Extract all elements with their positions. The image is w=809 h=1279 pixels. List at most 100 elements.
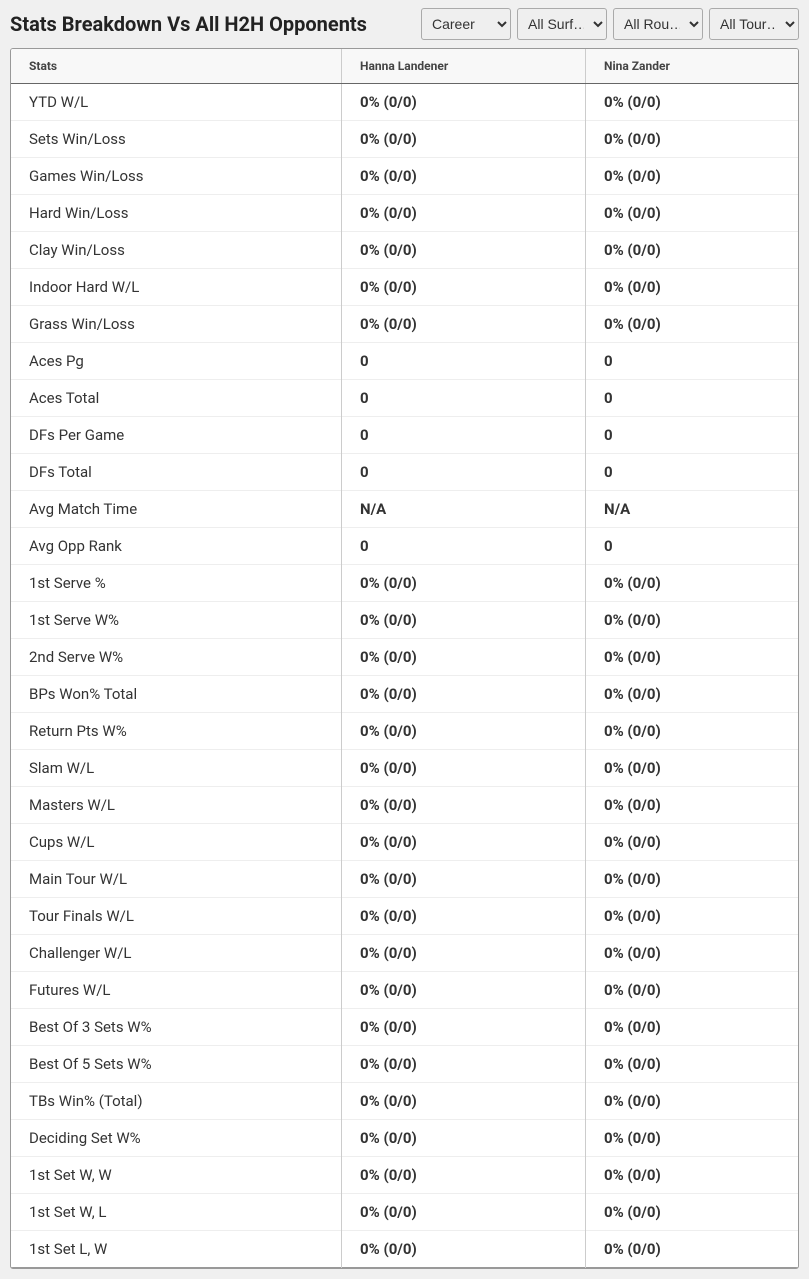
stat-label: Main Tour W/L — [11, 861, 342, 898]
player1-value: 0% (0/0) — [342, 121, 586, 158]
player1-value: 0% (0/0) — [342, 824, 586, 861]
stat-label: Aces Pg — [11, 343, 342, 380]
stat-label: Avg Opp Rank — [11, 528, 342, 565]
filter-tour-select[interactable]: All Tour… — [709, 8, 799, 40]
player1-value: 0% (0/0) — [342, 195, 586, 232]
stat-label: Sets Win/Loss — [11, 121, 342, 158]
stat-label: 1st Set L, W — [11, 1231, 342, 1268]
stat-label: 1st Serve % — [11, 565, 342, 602]
table-row: Futures W/L0% (0/0)0% (0/0) — [11, 972, 798, 1009]
stats-table: Stats Hanna Landener Nina Zander YTD W/L… — [11, 49, 798, 1268]
table-row: Games Win/Loss0% (0/0)0% (0/0) — [11, 158, 798, 195]
table-row: Indoor Hard W/L0% (0/0)0% (0/0) — [11, 269, 798, 306]
player1-value: 0 — [342, 454, 586, 491]
player2-value: 0% (0/0) — [586, 861, 799, 898]
filter-surface-select[interactable]: All Surf… — [517, 8, 607, 40]
player1-value: 0% (0/0) — [342, 158, 586, 195]
player2-value: 0 — [586, 343, 799, 380]
table-row: BPs Won% Total0% (0/0)0% (0/0) — [11, 676, 798, 713]
player1-value: 0% (0/0) — [342, 1231, 586, 1268]
table-row: Hard Win/Loss0% (0/0)0% (0/0) — [11, 195, 798, 232]
stat-label: Challenger W/L — [11, 935, 342, 972]
stat-label: Tour Finals W/L — [11, 898, 342, 935]
player2-value: 0% (0/0) — [586, 1157, 799, 1194]
table-row: Best Of 3 Sets W%0% (0/0)0% (0/0) — [11, 1009, 798, 1046]
stat-label: Best Of 3 Sets W% — [11, 1009, 342, 1046]
player2-value: 0% (0/0) — [586, 1194, 799, 1231]
table-row: Grass Win/Loss0% (0/0)0% (0/0) — [11, 306, 798, 343]
column-header-stats: Stats — [11, 49, 342, 84]
table-row: 1st Serve %0% (0/0)0% (0/0) — [11, 565, 798, 602]
player2-value: 0% (0/0) — [586, 1231, 799, 1268]
player1-value: 0 — [342, 417, 586, 454]
stat-label: 2nd Serve W% — [11, 639, 342, 676]
player2-value: 0% (0/0) — [586, 84, 799, 121]
player1-value: 0 — [342, 380, 586, 417]
stat-label: Indoor Hard W/L — [11, 269, 342, 306]
stat-label: Hard Win/Loss — [11, 195, 342, 232]
table-row: 1st Serve W%0% (0/0)0% (0/0) — [11, 602, 798, 639]
filter-period-select[interactable]: Career — [421, 8, 511, 40]
table-row: 1st Set L, W0% (0/0)0% (0/0) — [11, 1231, 798, 1268]
table-row: Aces Total00 — [11, 380, 798, 417]
table-row: Avg Opp Rank00 — [11, 528, 798, 565]
player1-value: 0% (0/0) — [342, 602, 586, 639]
player2-value: 0 — [586, 417, 799, 454]
player2-value: 0% (0/0) — [586, 269, 799, 306]
player1-value: N/A — [342, 491, 586, 528]
player2-value: 0% (0/0) — [586, 972, 799, 1009]
player2-value: 0% (0/0) — [586, 602, 799, 639]
player1-value: 0% (0/0) — [342, 935, 586, 972]
stat-label: 1st Serve W% — [11, 602, 342, 639]
table-row: Return Pts W%0% (0/0)0% (0/0) — [11, 713, 798, 750]
stat-label: Futures W/L — [11, 972, 342, 1009]
player1-value: 0% (0/0) — [342, 750, 586, 787]
table-row: 1st Set W, W0% (0/0)0% (0/0) — [11, 1157, 798, 1194]
player2-value: 0% (0/0) — [586, 1120, 799, 1157]
player2-value: 0% (0/0) — [586, 1083, 799, 1120]
table-row: Best Of 5 Sets W%0% (0/0)0% (0/0) — [11, 1046, 798, 1083]
player1-value: 0% (0/0) — [342, 565, 586, 602]
player2-value: 0% (0/0) — [586, 639, 799, 676]
player1-value: 0% (0/0) — [342, 787, 586, 824]
table-row: Clay Win/Loss0% (0/0)0% (0/0) — [11, 232, 798, 269]
table-row: Slam W/L0% (0/0)0% (0/0) — [11, 750, 798, 787]
player2-value: 0% (0/0) — [586, 232, 799, 269]
filter-round-select[interactable]: All Rou… — [613, 8, 703, 40]
stat-label: Best Of 5 Sets W% — [11, 1046, 342, 1083]
stat-label: TBs Win% (Total) — [11, 1083, 342, 1120]
player1-value: 0% (0/0) — [342, 306, 586, 343]
stat-label: Return Pts W% — [11, 713, 342, 750]
table-row: 1st Set W, L0% (0/0)0% (0/0) — [11, 1194, 798, 1231]
player1-value: 0% (0/0) — [342, 861, 586, 898]
player1-value: 0% (0/0) — [342, 1120, 586, 1157]
table-row: YTD W/L0% (0/0)0% (0/0) — [11, 84, 798, 121]
table-row: Avg Match TimeN/AN/A — [11, 491, 798, 528]
player1-value: 0% (0/0) — [342, 639, 586, 676]
player2-value: 0% (0/0) — [586, 306, 799, 343]
player2-value: 0% (0/0) — [586, 1046, 799, 1083]
table-row: Cups W/L0% (0/0)0% (0/0) — [11, 824, 798, 861]
table-header-row: Stats Hanna Landener Nina Zander — [11, 49, 798, 84]
stats-table-container: Stats Hanna Landener Nina Zander YTD W/L… — [10, 48, 799, 1269]
player2-value: 0 — [586, 454, 799, 491]
player2-value: 0% (0/0) — [586, 158, 799, 195]
stat-label: 1st Set W, W — [11, 1157, 342, 1194]
table-row: TBs Win% (Total)0% (0/0)0% (0/0) — [11, 1083, 798, 1120]
table-row: Deciding Set W%0% (0/0)0% (0/0) — [11, 1120, 798, 1157]
stat-label: Clay Win/Loss — [11, 232, 342, 269]
stat-label: Slam W/L — [11, 750, 342, 787]
table-row: Aces Pg00 — [11, 343, 798, 380]
stat-label: Aces Total — [11, 380, 342, 417]
player1-value: 0% (0/0) — [342, 232, 586, 269]
table-row: Challenger W/L0% (0/0)0% (0/0) — [11, 935, 798, 972]
player1-value: 0% (0/0) — [342, 898, 586, 935]
player1-value: 0% (0/0) — [342, 1046, 586, 1083]
stat-label: Cups W/L — [11, 824, 342, 861]
stat-label: Grass Win/Loss — [11, 306, 342, 343]
player2-value: 0 — [586, 528, 799, 565]
column-header-player2: Nina Zander — [586, 49, 799, 84]
stat-label: YTD W/L — [11, 84, 342, 121]
stats-table-body: YTD W/L0% (0/0)0% (0/0)Sets Win/Loss0% (… — [11, 84, 798, 1268]
player2-value: N/A — [586, 491, 799, 528]
